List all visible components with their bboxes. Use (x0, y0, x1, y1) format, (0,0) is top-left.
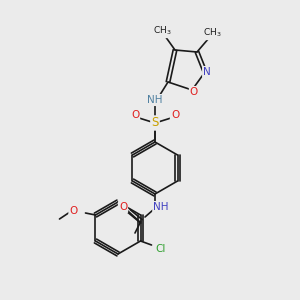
Text: O: O (131, 110, 139, 120)
Text: O: O (119, 202, 127, 212)
Text: NH: NH (147, 95, 163, 105)
Text: O: O (171, 110, 179, 120)
Text: N: N (203, 67, 211, 77)
Text: S: S (151, 116, 159, 130)
Text: O: O (190, 87, 198, 97)
Text: CH$_3$: CH$_3$ (203, 27, 221, 39)
Text: O: O (69, 206, 78, 216)
Text: CH$_3$: CH$_3$ (153, 25, 171, 37)
Text: Cl: Cl (155, 244, 166, 254)
Text: NH: NH (153, 202, 169, 212)
